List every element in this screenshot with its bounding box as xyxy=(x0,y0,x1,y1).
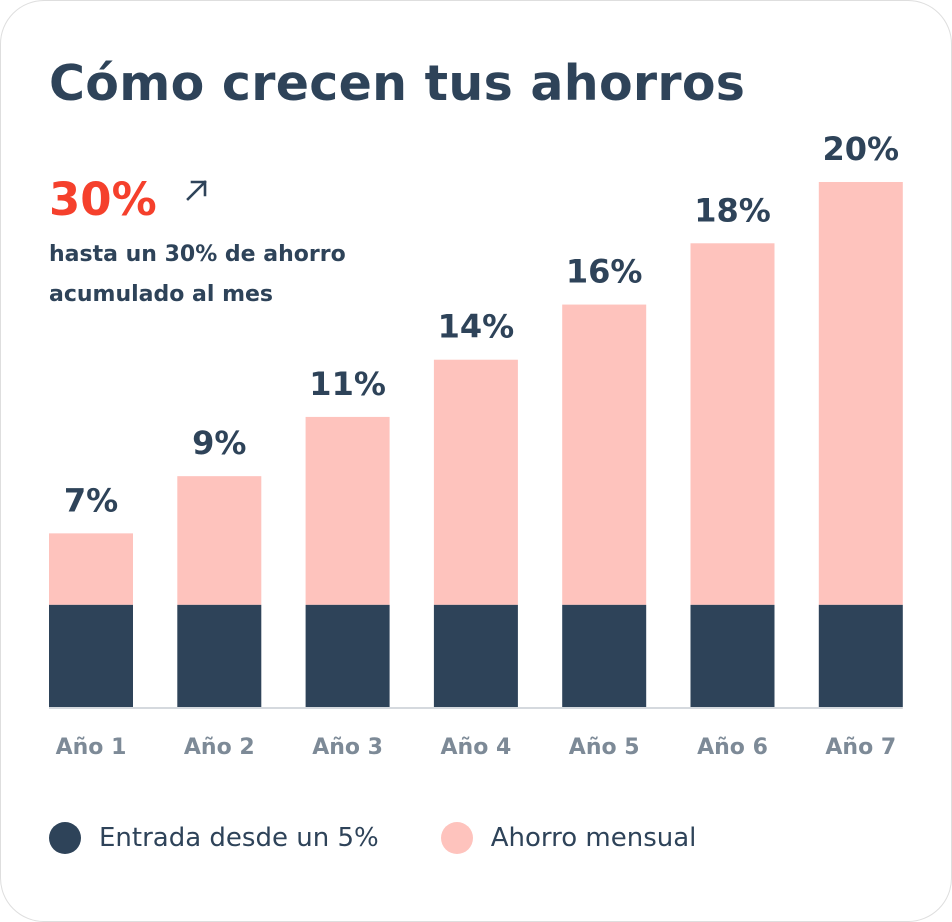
bar-entrada-7 xyxy=(818,604,903,707)
bar-value-label-2: 9% xyxy=(192,424,246,462)
x-tick-label-3: Año 3 xyxy=(312,735,383,760)
x-tick-label-5: Año 5 xyxy=(569,735,640,760)
bar-entrada-6 xyxy=(690,604,775,707)
bar-ahorro-4 xyxy=(433,359,518,605)
highlight-value: 30% xyxy=(49,173,157,226)
bar-ahorro-5 xyxy=(562,304,647,605)
x-tick-label-6: Año 6 xyxy=(697,735,768,760)
x-tick-label-7: Año 7 xyxy=(825,735,896,760)
legend-swatch-entrada xyxy=(49,822,81,854)
x-tick-label-1: Año 1 xyxy=(56,735,127,760)
highlight-description: hasta un 30% de ahorro acumulado al mes xyxy=(49,242,346,307)
arrow-up-right-icon xyxy=(186,180,207,201)
x-tick-label-2: Año 2 xyxy=(184,735,255,760)
bar-value-label-3: 11% xyxy=(309,365,386,403)
bar-ahorro-1 xyxy=(49,533,133,605)
legend-item-ahorro: Ahorro mensual xyxy=(440,822,697,854)
bar-entrada-5 xyxy=(562,604,647,707)
bar-entrada-4 xyxy=(433,604,518,707)
bar-entrada-3 xyxy=(305,604,390,707)
bar-ahorro-2 xyxy=(177,476,262,605)
bar-ahorro-6 xyxy=(690,243,775,605)
legend-swatch-ahorro xyxy=(440,822,473,854)
card-title: Cómo crecen tus ahorros xyxy=(49,55,746,112)
legend-item-entrada: Entrada desde un 5% xyxy=(49,822,379,854)
bar-ahorro-7 xyxy=(818,182,903,605)
bar-value-label-4: 14% xyxy=(438,308,515,346)
chart-legend: Entrada desde un 5% Ahorro mensual xyxy=(49,818,758,858)
highlight-block: 30% hasta un 30% de ahorro acumulado al … xyxy=(49,169,389,307)
legend-label-ahorro: Ahorro mensual xyxy=(490,823,697,853)
savings-bar-chart: 7% Año 1 9% Año 2 11% Año 3 14% Año 4 16% Año 5 18… xyxy=(49,130,903,760)
bar-value-label-1: 7% xyxy=(64,481,118,519)
bar-value-label-5: 16% xyxy=(566,253,643,291)
bar-entrada-1 xyxy=(49,604,133,707)
bar-entrada-2 xyxy=(177,604,262,707)
bar-value-label-6: 18% xyxy=(694,191,771,229)
bar-ahorro-3 xyxy=(305,416,390,605)
x-tick-label-4: Año 4 xyxy=(441,735,512,760)
bar-value-label-7: 20% xyxy=(823,130,900,168)
legend-label-entrada: Entrada desde un 5% xyxy=(99,823,379,853)
